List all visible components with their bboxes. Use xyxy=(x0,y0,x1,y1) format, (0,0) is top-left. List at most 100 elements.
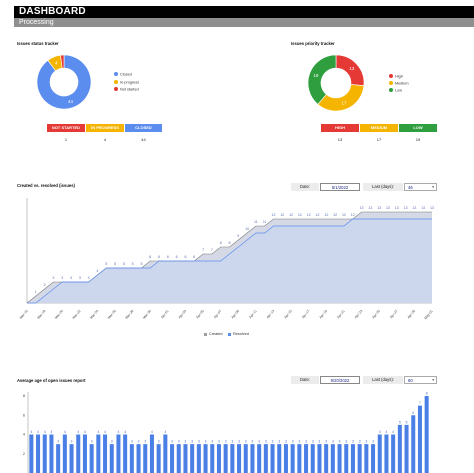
x-tick-label: Apr-01 xyxy=(160,309,170,319)
avg-age-bar-label: 3 xyxy=(205,440,207,444)
created-data-label: 5 xyxy=(140,262,142,266)
avg-age-bar xyxy=(210,444,215,473)
avg-age-bar-label: 3 xyxy=(278,440,280,444)
resolved-line xyxy=(27,218,432,304)
y-tick-label: 8 xyxy=(23,394,25,398)
avg-age-bar xyxy=(76,434,81,473)
created-data-label: 5 xyxy=(114,262,116,266)
cr-days-select[interactable]: 46 ▾ xyxy=(404,183,437,191)
avg-age-bar-label: 4 xyxy=(84,430,86,434)
priority-donut-slice-label: 17 xyxy=(342,100,348,105)
avg-age-bar xyxy=(330,444,335,473)
avg-age-bar xyxy=(310,444,315,473)
avg-age-bar-label: 3 xyxy=(265,440,267,444)
avg-age-bar-label: 3 xyxy=(298,440,300,444)
created-data-label: 9 xyxy=(237,234,239,238)
y-tick-label: 6 xyxy=(23,413,25,417)
created-data-label: 3 xyxy=(61,276,63,280)
avg-age-bar xyxy=(203,444,208,473)
avg-age-title: Average age of open issues report xyxy=(17,378,86,383)
avg-age-bar xyxy=(36,434,41,473)
age-date-input[interactable]: 9/20/2022 xyxy=(320,376,360,384)
x-tick-label: Apr-23 xyxy=(354,309,364,319)
count-medium: 17 xyxy=(376,137,382,142)
count-low: 19 xyxy=(415,137,421,142)
badge-high: HIGH xyxy=(321,124,359,132)
avg-age-bar xyxy=(42,434,47,473)
avg-age-bar xyxy=(290,444,295,473)
avg-age-bar xyxy=(270,444,275,473)
avg-age-bar xyxy=(49,434,54,473)
avg-age-bar-label: 3 xyxy=(352,440,354,444)
avg-age-bar xyxy=(129,444,134,473)
created-data-label: 13 xyxy=(421,206,425,210)
avg-age-bar xyxy=(324,444,329,473)
created-data-label: 6 xyxy=(184,255,186,259)
count-in-progress: 4 xyxy=(103,137,107,142)
avg-age-bar-label: 3 xyxy=(319,440,321,444)
created-data-label: 12 xyxy=(333,213,337,217)
created-data-label: 6 xyxy=(193,255,195,259)
avg-age-bar-label: 3 xyxy=(171,440,173,444)
avg-age-bar-label: 3 xyxy=(292,440,294,444)
avg-age-bar xyxy=(216,444,221,473)
created-data-label: 6 xyxy=(158,255,160,259)
created-data-label: 6 xyxy=(149,255,151,259)
count-not-started: 1 xyxy=(64,137,68,142)
age-days-label: Last (days): xyxy=(363,376,403,384)
cr-date-input[interactable]: 5/1/2022 xyxy=(320,183,360,191)
avg-age-bar xyxy=(69,444,74,473)
x-tick-label: Apr-07 xyxy=(213,309,223,319)
created-data-label: 12 xyxy=(280,213,284,217)
avg-age-bar-label: 3 xyxy=(158,440,160,444)
badge-low: LOW xyxy=(399,124,437,132)
badge-in-progress: IN PROGRESS xyxy=(86,124,124,132)
avg-age-bar-label: 6 xyxy=(412,411,414,415)
avg-age-bar xyxy=(417,405,422,473)
created-data-label: 2 xyxy=(44,283,46,287)
avg-age-bar-label: 5 xyxy=(399,420,401,424)
legend-closed: Closed xyxy=(114,72,132,77)
avg-age-bar-label: 4 xyxy=(51,430,53,434)
created-data-label: 12 xyxy=(342,213,346,217)
created-data-label: 12 xyxy=(351,213,355,217)
y-tick-label: 2 xyxy=(23,452,25,456)
created-data-label: 12 xyxy=(307,213,311,217)
avg-age-bar xyxy=(156,444,161,473)
x-tick-label: Apr-05 xyxy=(195,309,205,319)
avg-age-bar-label: 4 xyxy=(124,430,126,434)
x-tick-label: Mar-28 xyxy=(124,309,134,320)
avg-age-bar xyxy=(143,444,148,473)
avg-age-bar xyxy=(357,444,362,473)
avg-age-bar-label: 4 xyxy=(44,430,46,434)
created-data-label: 3 xyxy=(79,276,81,280)
avg-age-bar xyxy=(56,444,61,473)
avg-age-bar xyxy=(391,434,396,473)
x-tick-label: May-01 xyxy=(423,309,433,320)
created-data-label: 8 xyxy=(220,241,222,245)
x-tick-label: Mar-20 xyxy=(54,309,64,320)
avg-age-bar-label: 5 xyxy=(406,420,408,424)
avg-age-bar-label: 4 xyxy=(151,430,153,434)
avg-age-bar xyxy=(304,444,309,473)
avg-age-bar-label: 3 xyxy=(211,440,213,444)
avg-age-bar xyxy=(404,424,409,473)
created-data-label: 5 xyxy=(123,262,125,266)
priority-tracker-title: Issues priority tracker xyxy=(291,41,335,46)
avg-age-bar-label: 4 xyxy=(104,430,106,434)
avg-age-bar xyxy=(149,434,154,473)
avg-age-bar-label: 3 xyxy=(339,440,341,444)
created-data-label: 13 xyxy=(360,206,364,210)
age-days-select[interactable]: 60 ▾ xyxy=(404,376,437,384)
legend-not-started: Not started xyxy=(114,87,139,92)
x-tick-label: Apr-03 xyxy=(178,309,188,319)
x-tick-label: Mar-26 xyxy=(107,309,117,320)
legend-dot-icon xyxy=(389,74,393,78)
created-data-label: 13 xyxy=(368,206,372,210)
avg-age-bar xyxy=(170,444,175,473)
created-data-label: 12 xyxy=(272,213,276,217)
avg-age-bar-label: 3 xyxy=(252,440,254,444)
avg-age-bar-label: 3 xyxy=(359,440,361,444)
badge-not-started: NOT STARTED xyxy=(47,124,85,132)
avg-age-bar xyxy=(223,444,228,473)
